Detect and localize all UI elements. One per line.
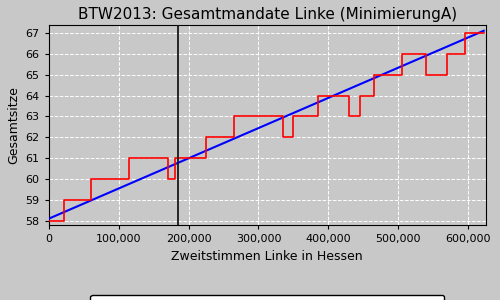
Title: BTW2013: Gesamtmandate Linke (MinimierungA): BTW2013: Gesamtmandate Linke (Minimierun… [78, 7, 457, 22]
Legend: Sitze real, Sitze ideal, Wahlergebnis: Sitze real, Sitze ideal, Wahlergebnis [90, 295, 445, 300]
Y-axis label: Gesamtsitze: Gesamtsitze [7, 86, 20, 164]
X-axis label: Zweitstimmen Linke in Hessen: Zweitstimmen Linke in Hessen [172, 250, 363, 262]
